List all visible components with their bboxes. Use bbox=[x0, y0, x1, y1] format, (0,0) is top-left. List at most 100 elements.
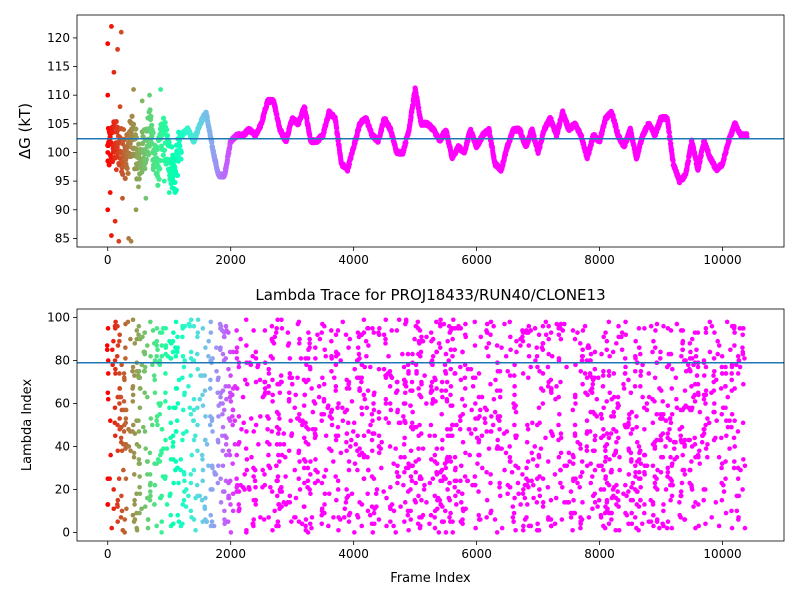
lambda-point bbox=[359, 523, 365, 529]
lambda-point bbox=[361, 476, 367, 482]
lambda-point bbox=[266, 366, 272, 372]
lambda-point bbox=[319, 480, 325, 486]
lambda-point bbox=[410, 388, 415, 393]
lambda-point bbox=[222, 489, 227, 494]
lambda-point bbox=[163, 343, 169, 348]
lambda-point bbox=[476, 437, 482, 443]
lambda-point bbox=[115, 497, 121, 503]
lambda-point bbox=[107, 418, 113, 424]
lambda-point bbox=[369, 437, 375, 443]
lambda-point bbox=[601, 334, 606, 340]
lambda-point bbox=[265, 427, 270, 432]
lambda-point bbox=[215, 437, 221, 443]
lambda-point bbox=[556, 422, 561, 428]
delta-g-point bbox=[209, 139, 215, 146]
lambda-point bbox=[147, 450, 153, 456]
lambda-point bbox=[566, 450, 572, 456]
lambda-point bbox=[437, 345, 443, 350]
lambda-point bbox=[132, 431, 138, 436]
lambda-point bbox=[346, 379, 352, 385]
lambda-point bbox=[260, 467, 266, 473]
lambda-point bbox=[142, 330, 147, 335]
lambda-point bbox=[293, 495, 299, 501]
lambda-point bbox=[184, 429, 189, 434]
lambda-point bbox=[252, 478, 258, 484]
lambda-point bbox=[531, 495, 536, 501]
lambda-point bbox=[197, 396, 203, 402]
lambda-point bbox=[209, 519, 215, 524]
lambda-point bbox=[197, 493, 203, 499]
lambda-point bbox=[568, 515, 574, 520]
lambda-point bbox=[281, 442, 287, 447]
lambda-point bbox=[601, 427, 606, 432]
lambda-point bbox=[615, 489, 620, 494]
lambda-point bbox=[132, 517, 138, 522]
lambda-point bbox=[486, 341, 492, 346]
lambda-point bbox=[458, 500, 464, 505]
lambda-point bbox=[658, 469, 664, 475]
lambda-point bbox=[572, 422, 578, 428]
lambda-point bbox=[604, 399, 610, 404]
lambda-point bbox=[453, 465, 458, 471]
lambda-point bbox=[303, 420, 308, 426]
delta-g-point bbox=[111, 69, 117, 75]
lambda-point bbox=[270, 356, 275, 361]
lambda-point bbox=[434, 386, 439, 391]
lambda-point bbox=[611, 409, 617, 415]
lambda-point bbox=[216, 463, 221, 469]
delta-g-point bbox=[125, 170, 131, 177]
lambda-point bbox=[443, 465, 449, 471]
lambda-point bbox=[572, 510, 578, 516]
y-tick-label: 60 bbox=[55, 397, 70, 411]
lambda-point bbox=[312, 401, 318, 406]
lambda-point bbox=[333, 437, 339, 443]
lambda-point bbox=[445, 487, 450, 492]
lambda-point bbox=[329, 407, 335, 413]
lambda-point bbox=[658, 437, 664, 443]
lambda-point bbox=[460, 411, 466, 417]
lambda-point bbox=[203, 495, 208, 501]
lambda-point bbox=[735, 371, 741, 376]
lambda-point bbox=[652, 480, 658, 486]
lambda-point bbox=[725, 394, 731, 400]
lambda-point bbox=[516, 465, 521, 471]
lambda-point bbox=[384, 495, 389, 501]
lambda-point bbox=[484, 515, 489, 520]
lambda-point bbox=[307, 521, 313, 527]
lambda-point bbox=[449, 403, 455, 408]
lambda-point bbox=[694, 373, 700, 378]
delta-g-point bbox=[110, 129, 116, 135]
delta-g-point bbox=[149, 122, 155, 128]
lambda-point bbox=[277, 459, 282, 464]
lambda-point bbox=[274, 463, 279, 469]
lambda-point bbox=[614, 439, 619, 445]
lambda-point bbox=[215, 377, 221, 383]
lambda-point bbox=[137, 485, 142, 490]
lambda-point bbox=[553, 495, 559, 501]
lambda-point bbox=[540, 476, 546, 482]
lambda-point bbox=[558, 450, 564, 456]
lambda-point bbox=[437, 497, 443, 503]
lambda-point bbox=[142, 390, 147, 396]
lambda-point bbox=[580, 328, 586, 333]
lambda-point bbox=[329, 353, 334, 359]
lambda-point bbox=[397, 420, 403, 426]
lambda-point bbox=[234, 452, 240, 458]
lambda-point bbox=[504, 429, 510, 434]
lambda-point bbox=[373, 491, 379, 497]
lambda-point bbox=[220, 388, 226, 393]
lambda-point bbox=[335, 433, 341, 439]
lambda-point bbox=[460, 521, 465, 527]
lambda-point bbox=[239, 427, 244, 432]
lambda-point bbox=[142, 349, 148, 355]
lambda-point bbox=[227, 478, 233, 484]
lambda-point bbox=[472, 375, 478, 381]
lambda-point bbox=[570, 328, 576, 333]
lambda-point bbox=[182, 390, 187, 396]
delta-g-point bbox=[346, 161, 352, 167]
lambda-point bbox=[387, 369, 393, 374]
lambda-point bbox=[636, 469, 642, 475]
lambda-point bbox=[117, 416, 122, 421]
lambda-point bbox=[287, 500, 293, 505]
lambda-point bbox=[141, 424, 146, 430]
